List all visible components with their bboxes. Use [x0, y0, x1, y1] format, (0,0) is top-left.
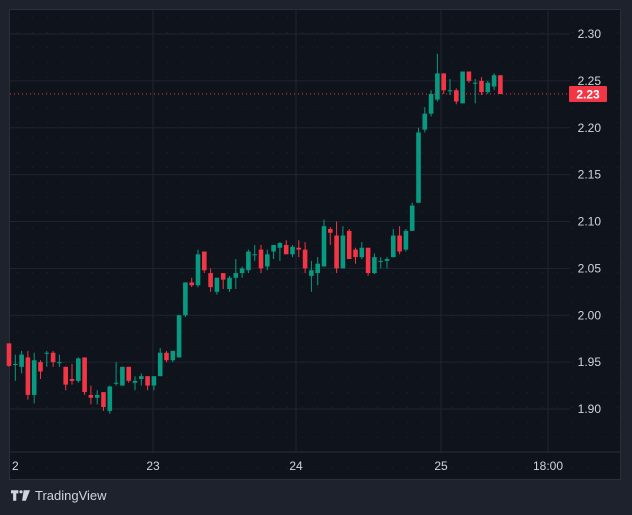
brand-label: TradingView: [35, 488, 107, 503]
candle-down[interactable]: [353, 249, 358, 258]
candle-up[interactable]: [435, 73, 440, 100]
y-axis-label: 2.25: [578, 74, 602, 88]
y-axis-label: 2.00: [578, 308, 602, 322]
candle-up[interactable]: [157, 352, 163, 377]
y-axis-label: 2.20: [578, 121, 602, 135]
candle-down[interactable]: [296, 247, 302, 250]
candle-up[interactable]: [246, 251, 251, 271]
candle-down[interactable]: [50, 352, 56, 363]
x-axis-label: 2: [12, 459, 19, 473]
candle-up[interactable]: [447, 90, 453, 92]
candle-up[interactable]: [76, 358, 81, 381]
y-axis-label: 1.90: [578, 402, 602, 416]
candle-up[interactable]: [31, 360, 37, 395]
candle-up[interactable]: [422, 113, 428, 130]
candle-down[interactable]: [365, 247, 371, 274]
candle-up[interactable]: [403, 230, 409, 250]
candle-up[interactable]: [113, 382, 119, 384]
candle-down[interactable]: [164, 352, 169, 361]
tradingview-logo-icon: [11, 490, 30, 501]
candle-up[interactable]: [372, 257, 377, 274]
candle-up[interactable]: [252, 254, 257, 256]
candle-up[interactable]: [472, 82, 478, 84]
candle-up[interactable]: [19, 354, 24, 367]
candle-down[interactable]: [334, 235, 339, 269]
candle-up[interactable]: [485, 82, 491, 93]
y-axis-label: 2.10: [578, 215, 602, 229]
candle-up[interactable]: [416, 132, 421, 203]
candle-up[interactable]: [384, 259, 390, 261]
candle-up[interactable]: [233, 273, 239, 278]
x-axis-label: 25: [434, 459, 448, 473]
candle-up[interactable]: [359, 247, 365, 258]
candle-down[interactable]: [63, 366, 68, 385]
candle-down[interactable]: [202, 251, 207, 271]
candle-down[interactable]: [145, 376, 150, 386]
candle-up[interactable]: [239, 268, 245, 274]
candle-down[interactable]: [328, 229, 333, 233]
candle-down[interactable]: [208, 273, 213, 288]
candle-down[interactable]: [466, 71, 472, 81]
candle-up[interactable]: [309, 270, 314, 276]
candle-up[interactable]: [183, 282, 188, 316]
candle-down[interactable]: [6, 343, 12, 366]
candle-up[interactable]: [195, 254, 201, 286]
candle-up[interactable]: [315, 263, 320, 274]
candle-down[interactable]: [283, 244, 289, 255]
candle-down[interactable]: [346, 230, 352, 259]
candle-up[interactable]: [409, 205, 415, 231]
candle-up[interactable]: [277, 243, 283, 248]
candle-down[interactable]: [189, 282, 194, 286]
candle-down[interactable]: [126, 366, 131, 381]
candle-up[interactable]: [170, 350, 176, 361]
candle-up[interactable]: [132, 380, 138, 383]
candle-down[interactable]: [302, 249, 308, 269]
candle-up[interactable]: [460, 71, 465, 104]
candle-up[interactable]: [391, 235, 396, 258]
candle-down[interactable]: [82, 357, 87, 393]
candle-down[interactable]: [258, 249, 264, 269]
candle-up[interactable]: [94, 394, 100, 398]
candle-up[interactable]: [271, 244, 276, 252]
y-axis-label: 1.95: [578, 355, 602, 369]
candle-up[interactable]: [176, 315, 182, 358]
candle-down[interactable]: [25, 357, 31, 395]
candle-down[interactable]: [88, 394, 94, 398]
y-axis-label: 2.15: [578, 168, 602, 182]
candle-up[interactable]: [107, 386, 113, 411]
candle-up[interactable]: [290, 246, 295, 255]
y-axis-label: 2.05: [578, 261, 602, 275]
candle-down[interactable]: [38, 362, 43, 372]
candle-down[interactable]: [397, 235, 402, 252]
candle-down[interactable]: [454, 90, 459, 102]
candle-down[interactable]: [479, 80, 484, 93]
candle-up[interactable]: [57, 362, 62, 364]
candle-up[interactable]: [378, 260, 383, 262]
candle-down[interactable]: [101, 392, 106, 408]
y-axis-label: 2.30: [578, 27, 602, 41]
candle-down[interactable]: [69, 379, 75, 381]
candle-up[interactable]: [13, 364, 18, 365]
candle-up[interactable]: [44, 352, 50, 354]
x-axis-label: 18:00: [533, 459, 563, 473]
candle-down[interactable]: [498, 75, 503, 94]
last-price-badge: [569, 86, 607, 102]
tradingview-brand[interactable]: TradingView: [11, 488, 107, 503]
x-axis-label: 24: [289, 459, 303, 473]
candle-up[interactable]: [491, 75, 497, 87]
candle-up[interactable]: [227, 277, 232, 289]
candle-up[interactable]: [151, 376, 157, 386]
candle-down[interactable]: [220, 273, 226, 280]
candle-up[interactable]: [428, 94, 434, 114]
candle-down[interactable]: [441, 73, 446, 91]
candle-up[interactable]: [139, 376, 144, 379]
x-axis-label: 23: [146, 459, 160, 473]
candle-up[interactable]: [214, 277, 220, 292]
candle-up[interactable]: [265, 254, 270, 267]
candle-up[interactable]: [321, 226, 327, 267]
candle-up[interactable]: [340, 235, 346, 269]
candle-up[interactable]: [120, 366, 125, 386]
last-price-label: 2.23: [576, 88, 600, 102]
